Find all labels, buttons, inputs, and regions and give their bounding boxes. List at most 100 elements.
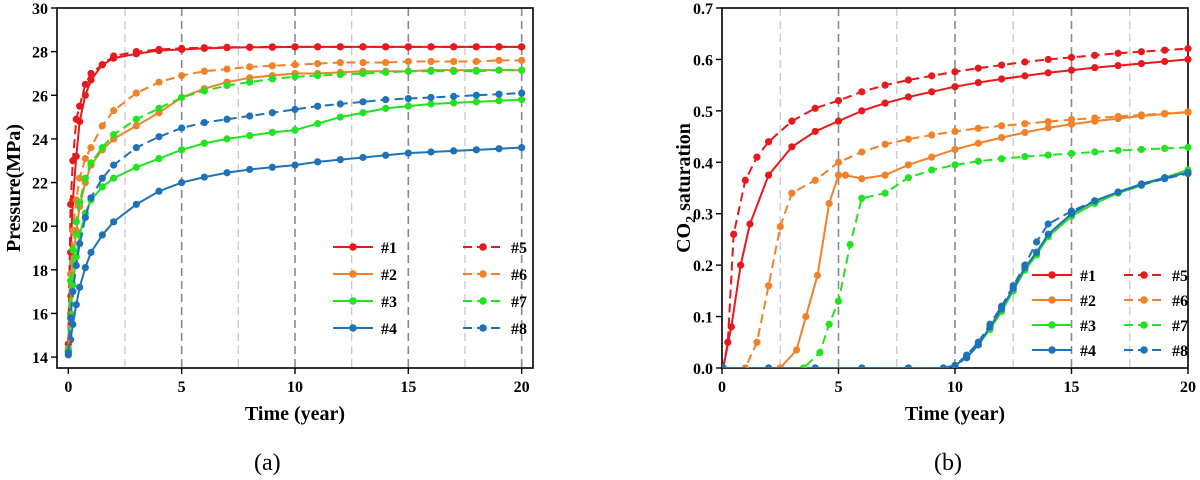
legend-marker	[1048, 271, 1056, 279]
data-point	[1137, 145, 1145, 154]
data-point	[741, 176, 749, 184]
series-line	[722, 47, 1189, 368]
data-point	[834, 297, 843, 305]
data-point	[314, 60, 322, 68]
data-point	[132, 144, 140, 152]
data-point	[76, 240, 84, 248]
data-point	[110, 161, 118, 169]
data-point	[72, 218, 80, 226]
data-point	[155, 45, 163, 54]
data-point	[98, 144, 106, 152]
data-point	[155, 104, 163, 112]
data-point	[904, 174, 913, 182]
legend-label: #8	[511, 321, 527, 338]
data-point	[858, 88, 866, 96]
data-point	[1044, 124, 1052, 132]
y-tick-label: 0.1	[693, 310, 713, 327]
data-point	[450, 99, 458, 107]
data-point	[81, 174, 89, 182]
series-line	[67, 92, 522, 353]
data-point	[998, 122, 1006, 130]
data-point	[776, 222, 784, 231]
series-n5	[64, 43, 526, 348]
y-tick-label: 0.0	[693, 361, 713, 378]
data-point	[336, 43, 344, 51]
y-tick-label: 0.7	[693, 1, 713, 18]
data-point	[246, 78, 254, 86]
data-point	[858, 364, 866, 368]
data-point	[223, 81, 231, 90]
series-n5	[722, 45, 1192, 368]
data-point	[998, 61, 1006, 69]
y-tick-label: 0.2	[693, 258, 713, 275]
data-point	[518, 43, 526, 51]
data-point	[813, 271, 822, 280]
data-point	[132, 122, 140, 130]
data-point	[336, 70, 344, 79]
legend-marker	[479, 297, 487, 305]
data-point	[268, 163, 276, 171]
data-point	[1161, 109, 1169, 118]
panel-a-caption: (a)	[254, 450, 281, 476]
y-tick-label: 28	[32, 45, 48, 62]
data-point	[998, 75, 1006, 83]
data-point	[178, 146, 186, 154]
data-point	[336, 156, 344, 164]
data-point	[87, 159, 95, 167]
series-n3	[64, 96, 526, 355]
data-point	[404, 149, 412, 157]
data-point	[404, 67, 412, 75]
data-point	[792, 346, 801, 354]
data-point	[816, 348, 824, 357]
data-point	[904, 93, 913, 101]
x-tick-label: 10	[287, 379, 303, 396]
data-point	[881, 99, 889, 107]
x-tick-label: 0	[64, 379, 72, 396]
y-tick-label: 0.3	[693, 207, 713, 224]
legend-marker	[1048, 296, 1056, 304]
data-point	[1067, 149, 1076, 158]
data-point	[495, 66, 503, 74]
x-tick-label: 20	[514, 379, 530, 396]
data-point	[314, 43, 322, 51]
data-point	[450, 147, 458, 155]
data-point	[825, 199, 833, 208]
data-point	[359, 109, 367, 117]
y-tick-label: 0.6	[693, 52, 713, 69]
data-point	[986, 320, 994, 328]
data-point	[314, 120, 322, 128]
data-point	[98, 61, 106, 69]
data-point	[811, 364, 819, 368]
data-point	[1137, 59, 1145, 68]
data-point	[246, 43, 254, 51]
data-point	[382, 58, 390, 67]
legend-marker	[479, 243, 487, 251]
series-line	[67, 45, 522, 345]
data-point	[998, 302, 1006, 310]
data-point	[1184, 55, 1192, 64]
data-point	[1184, 170, 1192, 178]
data-point	[81, 264, 89, 272]
data-point	[904, 161, 913, 169]
data-point	[336, 100, 344, 108]
data-point	[200, 173, 208, 181]
data-point	[268, 75, 276, 83]
data-point	[132, 200, 140, 208]
data-point	[200, 67, 208, 75]
data-point	[753, 338, 761, 346]
legend-marker	[349, 297, 357, 305]
data-point	[765, 364, 773, 368]
series-line	[723, 146, 1189, 368]
legend-label: #4	[1080, 343, 1096, 360]
legend-label: #6	[511, 267, 527, 284]
data-point	[495, 145, 503, 153]
data-point	[382, 68, 390, 76]
data-point	[939, 364, 947, 368]
data-point	[1032, 248, 1041, 256]
data-point	[1091, 148, 1099, 156]
data-point	[1044, 118, 1052, 126]
data-point	[518, 96, 526, 104]
data-point	[1161, 144, 1169, 152]
data-point	[472, 57, 480, 66]
